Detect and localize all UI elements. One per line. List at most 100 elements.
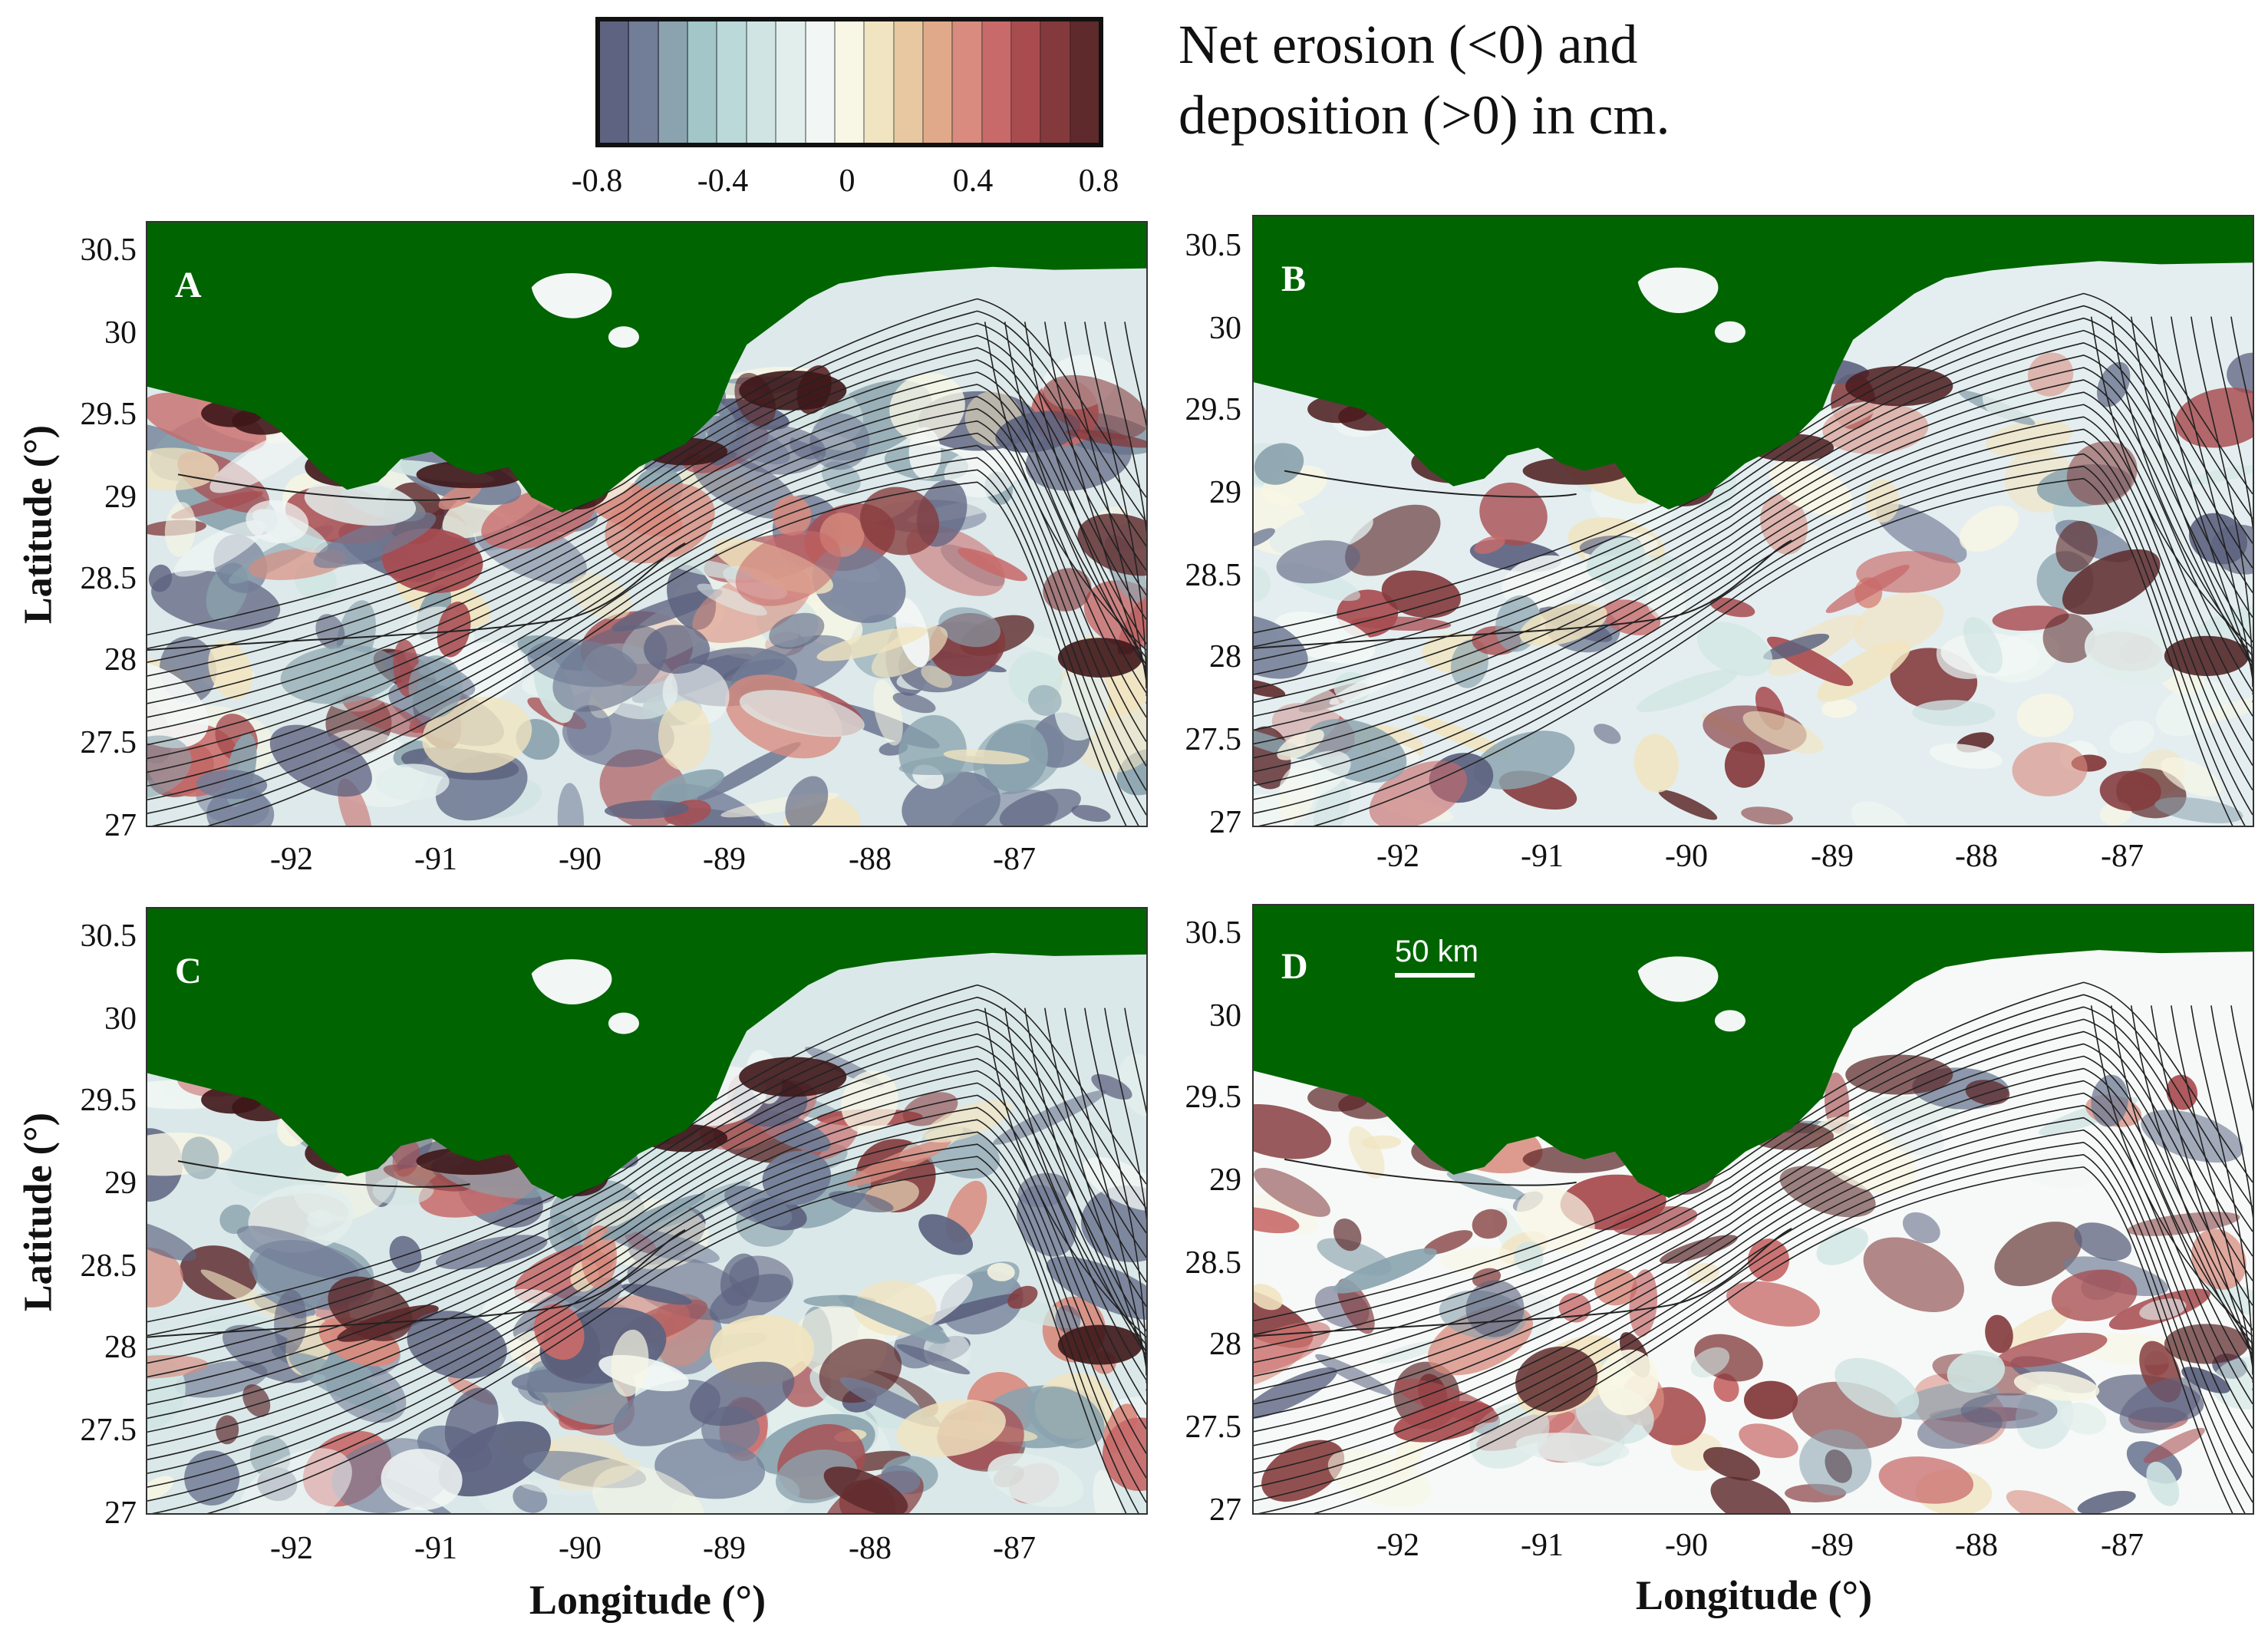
x-tick: -89: [703, 1531, 746, 1566]
land: [147, 909, 1146, 1200]
colorbar-tick: 0.8: [1078, 163, 1119, 199]
x-tick: -87: [993, 1531, 1036, 1566]
x-tick: -90: [559, 842, 602, 877]
land: [1254, 905, 2253, 1198]
x-tick: -90: [1665, 839, 1708, 874]
colorbar-tick: -0.8: [571, 163, 623, 199]
x-tick: -91: [414, 1531, 457, 1566]
x-tick: -91: [1521, 1528, 1564, 1563]
x-tick: -88: [1955, 839, 1998, 874]
colorbar-swatch: [717, 21, 747, 143]
colorbar-tick: -0.4: [697, 163, 749, 199]
panel-label-c: C: [175, 951, 202, 991]
colorbar-swatch: [658, 21, 689, 143]
x-tick: -88: [849, 1531, 892, 1566]
x-tick: -90: [559, 1531, 602, 1566]
colorbar-tick: 0.4: [952, 163, 994, 199]
map-panel-b: [1252, 215, 2254, 827]
colorbar-title-line2: deposition (>0) in cm.: [1179, 84, 1670, 146]
y-tick: 29: [104, 480, 137, 515]
x-tick: -87: [2101, 839, 2144, 874]
x-tick: -89: [703, 842, 746, 877]
y-tick: 28.5: [80, 1248, 137, 1284]
y-tick: 29.5: [80, 1083, 137, 1118]
colorbar-title: Net erosion (<0) and deposition (>0) in …: [1179, 9, 1670, 150]
colorbar-swatch: [953, 21, 983, 143]
x-tick: -90: [1665, 1528, 1708, 1563]
y-tick: 30.5: [1185, 915, 1242, 951]
y-tick: 30: [1209, 311, 1241, 346]
y-tick: 29: [1209, 475, 1241, 510]
x-tick: -89: [1811, 1528, 1854, 1563]
bathymetry-contours: [147, 984, 1146, 1513]
y-tick: 30: [104, 1001, 137, 1037]
y-tick: 29.5: [1185, 1080, 1242, 1115]
land: [147, 223, 1146, 513]
colorbar-tick: 0: [839, 163, 855, 199]
x-tick: -92: [270, 1531, 313, 1566]
y-tick: 28: [1209, 639, 1241, 674]
x-tick: -91: [414, 842, 457, 877]
scale-bar: [1395, 973, 1475, 978]
y-tick: 29.5: [80, 397, 137, 432]
colorbar-swatch: [747, 21, 777, 143]
y-tick: 28: [104, 642, 137, 678]
y-tick: 28.5: [1185, 1245, 1242, 1281]
x-axis-label: Longitude (°): [1635, 1572, 1873, 1618]
y-axis-label: Latitude (°): [16, 1112, 61, 1312]
y-tick: 30.5: [80, 918, 137, 954]
y-tick: 28.5: [1185, 558, 1242, 593]
x-axis-label: Longitude (°): [529, 1577, 766, 1623]
y-tick: 30: [1209, 998, 1241, 1034]
panel-label-b: B: [1281, 259, 1307, 299]
colorbar-swatch: [806, 21, 836, 143]
y-tick: 30.5: [80, 232, 137, 268]
x-tick: -91: [1521, 839, 1564, 874]
colorbar-swatch: [629, 21, 659, 143]
colorbar-swatch: [776, 21, 806, 143]
y-tick: 29: [1209, 1162, 1241, 1198]
y-tick: 29: [104, 1166, 137, 1201]
lake: [531, 273, 612, 318]
y-tick: 27: [104, 1496, 137, 1531]
y-tick: 28: [104, 1330, 137, 1365]
scale-bar-label: 50 km: [1395, 935, 1478, 968]
map-canvas: [147, 223, 1146, 826]
y-tick: 27: [1209, 805, 1241, 840]
colorbar-swatch: [865, 21, 895, 143]
bathymetry-contours: [1254, 292, 2253, 826]
colorbar-swatch: [923, 21, 954, 143]
colorbar-swatch: [1012, 21, 1042, 143]
panel-label-d: D: [1281, 946, 1308, 987]
map-canvas: [1254, 216, 2253, 826]
panel-label-a: A: [175, 265, 202, 305]
map-canvas: [147, 909, 1146, 1513]
y-tick: 27: [104, 808, 137, 843]
y-axis-label: Latitude (°): [16, 424, 61, 625]
lake: [1714, 1010, 1746, 1032]
y-tick: 27.5: [80, 1413, 137, 1448]
map-panel-a: [146, 221, 1148, 827]
y-tick: 27.5: [1185, 722, 1242, 757]
y-tick: 27.5: [80, 725, 137, 760]
bathymetry-contours: [1254, 981, 2253, 1513]
x-tick: -88: [1955, 1528, 1998, 1563]
colorbar-swatch: [1070, 21, 1099, 143]
map-canvas: [1254, 905, 2253, 1513]
lake: [608, 326, 639, 348]
y-tick: 27.5: [1185, 1410, 1242, 1445]
y-tick: 28: [1209, 1327, 1241, 1362]
colorbar-swatch: [600, 21, 630, 143]
x-tick: -87: [993, 842, 1036, 877]
map-panel-c: [146, 907, 1148, 1515]
colorbar-swatch: [982, 21, 1013, 143]
x-tick: -92: [270, 842, 313, 877]
colorbar-swatch: [1041, 21, 1071, 143]
x-tick: -89: [1811, 839, 1854, 874]
sediment-patches: [147, 1033, 1146, 1513]
land: [1254, 216, 2253, 510]
x-tick: -87: [2101, 1528, 2144, 1563]
x-tick: -88: [849, 842, 892, 877]
y-tick: 30.5: [1185, 228, 1242, 263]
colorbar-title-line1: Net erosion (<0) and: [1179, 14, 1638, 75]
